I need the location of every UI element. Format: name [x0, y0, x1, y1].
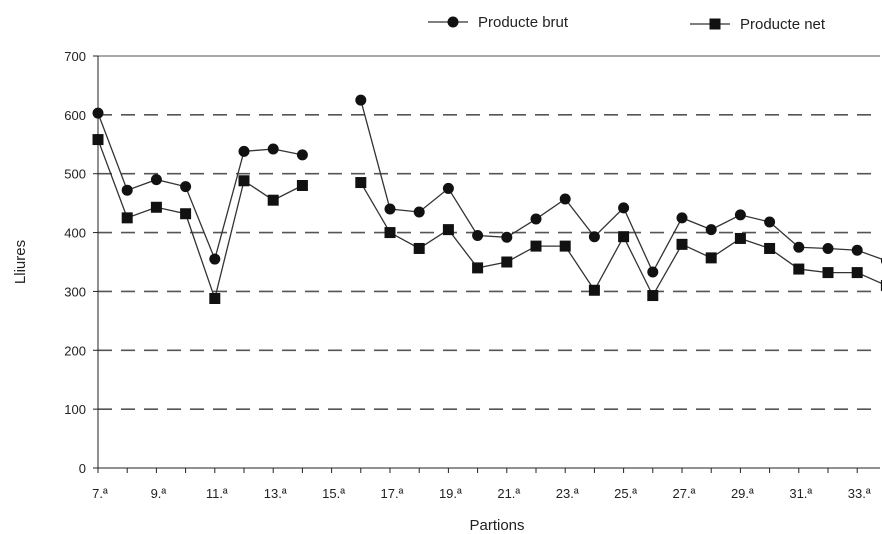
y-axis-title: Lliures: [12, 240, 29, 284]
x-tick-label: 19.ª: [439, 486, 462, 501]
data-point-circle: [676, 212, 688, 224]
data-point-circle: [764, 216, 776, 228]
data-point-circle: [296, 149, 308, 161]
data-point-square: [121, 212, 133, 224]
data-point-square: [355, 177, 367, 189]
data-point-circle: [822, 242, 834, 254]
data-point-circle: [647, 266, 659, 278]
data-point-circle: [413, 206, 425, 218]
legend-label: Producte brut: [478, 14, 569, 31]
data-point-circle: [121, 184, 133, 196]
data-point-circle: [92, 107, 104, 119]
data-point-square: [296, 179, 308, 191]
data-point-circle: [501, 231, 513, 243]
data-point-square: [793, 263, 805, 275]
data-point-circle: [238, 145, 250, 157]
data-point-circle: [559, 193, 571, 205]
x-tick-label: 25.ª: [614, 486, 637, 501]
data-point-square: [822, 267, 834, 279]
legend-item: Producte net: [690, 16, 826, 33]
data-point-circle: [442, 182, 454, 194]
data-point-square: [530, 240, 542, 252]
x-tick-label: 33.ª: [848, 486, 871, 501]
data-point-square: [501, 256, 513, 268]
y-tick-label: 600: [64, 108, 86, 123]
y-tick-label: 400: [64, 226, 86, 241]
data-point-square: [559, 240, 571, 252]
data-point-square: [267, 194, 279, 206]
data-point-circle: [851, 244, 863, 256]
axes: 0 100 200 300 400 500 600 700 7.ª 9.ª 11.ª 13.ª 15.ª…: [64, 49, 880, 501]
data-point-circle: [734, 209, 746, 221]
data-point-square: [384, 227, 396, 239]
x-tick-label: 13.ª: [264, 486, 287, 501]
data-point-circle: [530, 213, 542, 225]
x-tick-label: 7.ª: [92, 486, 108, 501]
data-point-square: [209, 292, 221, 304]
x-tick-label: 9.ª: [151, 486, 167, 501]
data-point-circle: [705, 224, 717, 236]
y-tick-label: 200: [64, 343, 86, 358]
data-point-square: [238, 175, 250, 187]
legend-item: Producte brut: [428, 14, 569, 31]
data-point-square: [676, 238, 688, 250]
data-point-square: [472, 262, 484, 274]
x-tick-label: 23.ª: [556, 486, 579, 501]
data-point-circle: [618, 202, 630, 214]
series-net: [92, 134, 882, 304]
legend-marker-square: [709, 18, 721, 30]
x-tick-label: 29.ª: [731, 486, 754, 501]
data-point-circle: [384, 203, 396, 215]
y-tick-label: 100: [64, 402, 86, 417]
y-tick-label: 700: [64, 49, 86, 64]
data-point-square: [180, 208, 192, 220]
series-brut: [92, 94, 882, 278]
data-point-square: [413, 242, 425, 254]
data-point-square: [588, 284, 600, 296]
y-tick-label: 0: [79, 461, 86, 476]
data-point-square: [150, 201, 162, 213]
data-point-circle: [267, 143, 279, 155]
legend-label: Producte net: [740, 16, 826, 33]
data-point-square: [442, 224, 454, 236]
data-point-circle: [180, 181, 192, 193]
x-tick-label: 21.ª: [497, 486, 520, 501]
data-point-square: [734, 232, 746, 244]
data-point-square: [880, 280, 882, 292]
x-tick-label: 31.ª: [789, 486, 812, 501]
legend: Producte brut Producte net: [428, 14, 826, 33]
grid-lines: [98, 55, 880, 410]
x-axis-title: Partions: [469, 517, 524, 534]
y-tick-label: 300: [64, 284, 86, 299]
data-point-circle: [793, 241, 805, 253]
data-point-square: [851, 267, 863, 279]
data-point-square: [764, 242, 776, 254]
data-point-square: [618, 231, 630, 243]
data-point-circle: [355, 94, 367, 106]
x-tick-label: 11.ª: [206, 486, 228, 501]
data-point-circle: [209, 253, 221, 265]
data-point-square: [92, 134, 104, 146]
x-tick-label: 27.ª: [673, 486, 696, 501]
data-point-circle: [588, 231, 600, 243]
series-lines: [92, 94, 882, 304]
x-tick-label: 17.ª: [381, 486, 404, 501]
data-point-square: [705, 252, 717, 264]
y-tick-label: 500: [64, 167, 86, 182]
data-point-circle: [472, 230, 484, 242]
data-point-circle: [150, 174, 162, 186]
data-point-square: [647, 290, 659, 302]
x-tick-label: 15.ª: [322, 486, 345, 501]
legend-marker-circle: [447, 16, 459, 28]
